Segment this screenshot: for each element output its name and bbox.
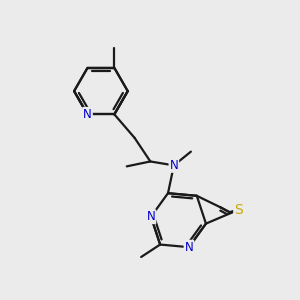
Text: N: N	[169, 159, 178, 172]
Text: N: N	[83, 108, 92, 121]
Text: S: S	[234, 203, 243, 217]
Text: N: N	[184, 241, 193, 254]
Text: N: N	[147, 210, 155, 223]
